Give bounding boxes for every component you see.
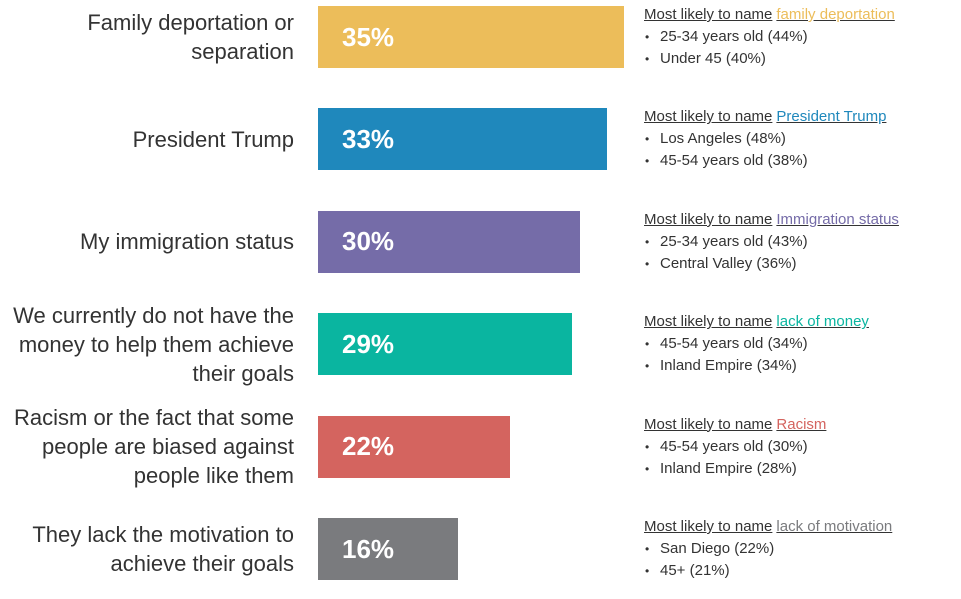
annotation-item: 25-34 years old (44%) [644,26,959,48]
annotation-title: Most likely to name Racism [644,414,959,436]
annotation-item: Central Valley (36%) [644,253,959,275]
annotation-highlight: Immigration status [776,210,899,228]
annotation-item: 45-54 years old (38%) [644,150,959,172]
category-label: Racism or the fact that some people are … [14,405,294,489]
annotation: Most likely to nameRacism45-54 years old… [644,407,959,487]
annotation-title: Most likely to name lack of motivation [644,516,959,538]
category-label: They lack the motivation to achieve thei… [32,522,294,576]
annotation-item: 45-54 years old (34%) [644,333,959,355]
category-label: We currently do not have the money to he… [13,302,294,386]
value-label: 29% [342,328,395,359]
annotation-title: Most likely to name President Trump [644,106,959,128]
value-label: 22% [342,431,395,462]
page: {"chart_data": {"type": "bar", "orientat… [0,0,961,578]
annotation-item: 45-54 years old (30%) [644,436,959,458]
annotation-item: 25-34 years old (43%) [644,231,959,253]
category-label: My immigration status [80,229,294,255]
value-label: 16% [342,533,395,564]
annotation-item: Inland Empire (28%) [644,458,959,480]
value-label: 35% [342,21,395,52]
value-label: 33% [342,123,395,154]
annotation-prefix: Most likely to name [644,6,773,23]
annotation-prefix: Most likely to name [644,108,773,126]
annotation-prefix: Most likely to name [644,518,773,535]
annotation-prefix: Most likely to name [644,415,773,433]
bar [318,6,624,68]
annotation-title: Most likely to name lack of money [644,311,959,333]
annotation-highlight: Racism [776,415,827,433]
annotation-prefix: Most likely to name [644,313,773,331]
annotation-highlight: President Trump [776,108,887,126]
bar [318,108,607,171]
annotation-title: Most likely to name family deportation [644,4,959,26]
annotation-item: Inland Empire (34%) [644,355,959,377]
category-label: President Trump [132,126,294,152]
bar [318,415,511,478]
bar [318,210,581,273]
annotation-prefix: Most likely to name [644,210,773,228]
annotation-item: Los Angeles (48%) [644,128,959,150]
bar [318,518,458,580]
annotation-item: San Diego (22%) [644,538,959,560]
annotation-item: 45+ (21%) [644,560,959,582]
annotation-item: Under 45 (40%) [644,48,959,70]
value-label: 30% [342,226,395,257]
annotation-highlight: lack of money [776,313,869,331]
annotation-title: Most likely to name Immigration status [644,209,959,231]
annotation-highlight: family deportation [776,6,895,23]
category-label: Family deportation or separation [87,10,294,64]
annotation-highlight: lack of motivation [776,518,893,535]
bar [318,313,572,376]
